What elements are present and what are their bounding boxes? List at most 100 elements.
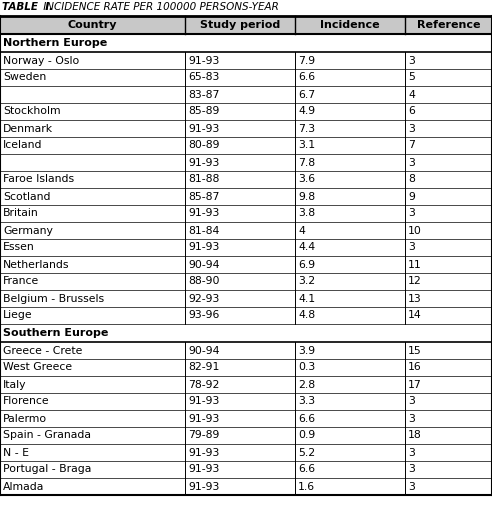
Text: 85-87: 85-87 <box>188 192 219 201</box>
Text: 8: 8 <box>408 174 415 184</box>
Text: 91-93: 91-93 <box>188 447 219 458</box>
Text: 3: 3 <box>408 209 415 218</box>
Text: 93-96: 93-96 <box>188 310 219 321</box>
Text: 10: 10 <box>408 225 422 236</box>
Text: 6.7: 6.7 <box>298 89 315 100</box>
Text: Stockholm: Stockholm <box>3 106 61 116</box>
Text: 4.1: 4.1 <box>298 294 315 304</box>
Text: 3: 3 <box>408 465 415 474</box>
Text: 80-89: 80-89 <box>188 141 219 151</box>
Text: Liege: Liege <box>3 310 32 321</box>
Text: 12: 12 <box>408 277 422 286</box>
Text: 85-89: 85-89 <box>188 106 219 116</box>
Text: 79-89: 79-89 <box>188 430 219 441</box>
Text: 4.9: 4.9 <box>298 106 315 116</box>
Text: 4: 4 <box>408 89 415 100</box>
Text: 5.2: 5.2 <box>298 447 315 458</box>
Text: Portugal - Braga: Portugal - Braga <box>3 465 92 474</box>
Text: 9: 9 <box>408 192 415 201</box>
Text: 91-93: 91-93 <box>188 482 219 491</box>
Text: Essen: Essen <box>3 242 35 253</box>
Text: 81-84: 81-84 <box>188 225 219 236</box>
Text: Belgium - Brussels: Belgium - Brussels <box>3 294 104 304</box>
Text: 3: 3 <box>408 157 415 168</box>
Text: 3.6: 3.6 <box>298 174 315 184</box>
Text: Germany: Germany <box>3 225 53 236</box>
Text: 3.2: 3.2 <box>298 277 315 286</box>
Text: Northern Europe: Northern Europe <box>3 38 107 48</box>
Text: Italy: Italy <box>3 379 27 389</box>
Text: France: France <box>3 277 39 286</box>
Text: 16: 16 <box>408 362 422 373</box>
Text: Greece - Crete: Greece - Crete <box>3 346 82 356</box>
Text: Britain: Britain <box>3 209 39 218</box>
Text: 3.9: 3.9 <box>298 346 315 356</box>
Text: Palermo: Palermo <box>3 414 47 424</box>
Text: 0.3: 0.3 <box>298 362 315 373</box>
Text: 78-92: 78-92 <box>188 379 219 389</box>
Text: Faroe Islands: Faroe Islands <box>3 174 74 184</box>
Text: 17: 17 <box>408 379 422 389</box>
Text: 3.1: 3.1 <box>298 141 315 151</box>
Text: Sweden: Sweden <box>3 73 46 83</box>
Text: 6: 6 <box>408 106 415 116</box>
Text: 6.6: 6.6 <box>298 73 315 83</box>
Text: Iceland: Iceland <box>3 141 42 151</box>
Text: 91-93: 91-93 <box>188 397 219 406</box>
Text: Reference: Reference <box>417 20 480 30</box>
Text: 3.3: 3.3 <box>298 397 315 406</box>
Text: Norway - Oslo: Norway - Oslo <box>3 56 79 65</box>
Text: Study period: Study period <box>200 20 280 30</box>
Text: 3: 3 <box>408 447 415 458</box>
Text: 3: 3 <box>408 397 415 406</box>
Text: Country: Country <box>68 20 117 30</box>
Text: 91-93: 91-93 <box>188 124 219 133</box>
Text: 3: 3 <box>408 56 415 65</box>
Text: 14: 14 <box>408 310 422 321</box>
Text: 90-94: 90-94 <box>188 260 219 269</box>
Text: 91-93: 91-93 <box>188 242 219 253</box>
Text: 92-93: 92-93 <box>188 294 219 304</box>
Text: 4.8: 4.8 <box>298 310 315 321</box>
Text: 0.9: 0.9 <box>298 430 315 441</box>
Text: 3.8: 3.8 <box>298 209 315 218</box>
Text: 6.6: 6.6 <box>298 414 315 424</box>
Text: 4.4: 4.4 <box>298 242 315 253</box>
Text: 1.6: 1.6 <box>298 482 315 491</box>
Text: 13: 13 <box>408 294 422 304</box>
Text: Denmark: Denmark <box>3 124 53 133</box>
Text: 3: 3 <box>408 124 415 133</box>
Text: 6.9: 6.9 <box>298 260 315 269</box>
Text: Almada: Almada <box>3 482 44 491</box>
Text: Netherlands: Netherlands <box>3 260 69 269</box>
Text: 88-90: 88-90 <box>188 277 219 286</box>
Text: Southern Europe: Southern Europe <box>3 328 108 338</box>
Text: 7.3: 7.3 <box>298 124 315 133</box>
Text: 7.8: 7.8 <box>298 157 315 168</box>
Text: 90-94: 90-94 <box>188 346 219 356</box>
Text: Incidence: Incidence <box>320 20 380 30</box>
Text: 91-93: 91-93 <box>188 414 219 424</box>
Text: 3: 3 <box>408 242 415 253</box>
Text: 4: 4 <box>298 225 305 236</box>
Text: 11: 11 <box>408 260 422 269</box>
Text: 91-93: 91-93 <box>188 56 219 65</box>
Text: 3: 3 <box>408 482 415 491</box>
Text: 65-83: 65-83 <box>188 73 219 83</box>
Text: 82-91: 82-91 <box>188 362 219 373</box>
Text: 6.6: 6.6 <box>298 465 315 474</box>
Text: West Greece: West Greece <box>3 362 72 373</box>
Text: Scotland: Scotland <box>3 192 51 201</box>
Text: 5: 5 <box>408 73 415 83</box>
Text: 3: 3 <box>408 414 415 424</box>
Text: 7: 7 <box>408 141 415 151</box>
Text: TABLE  I.: TABLE I. <box>2 2 53 12</box>
Text: INCIDENCE RATE PER 100000 PERSONS-YEAR: INCIDENCE RATE PER 100000 PERSONS-YEAR <box>40 2 279 12</box>
Text: 91-93: 91-93 <box>188 465 219 474</box>
Text: 9.8: 9.8 <box>298 192 315 201</box>
Text: 83-87: 83-87 <box>188 89 219 100</box>
Text: 91-93: 91-93 <box>188 157 219 168</box>
Text: 15: 15 <box>408 346 422 356</box>
Text: 91-93: 91-93 <box>188 209 219 218</box>
Text: 81-88: 81-88 <box>188 174 219 184</box>
